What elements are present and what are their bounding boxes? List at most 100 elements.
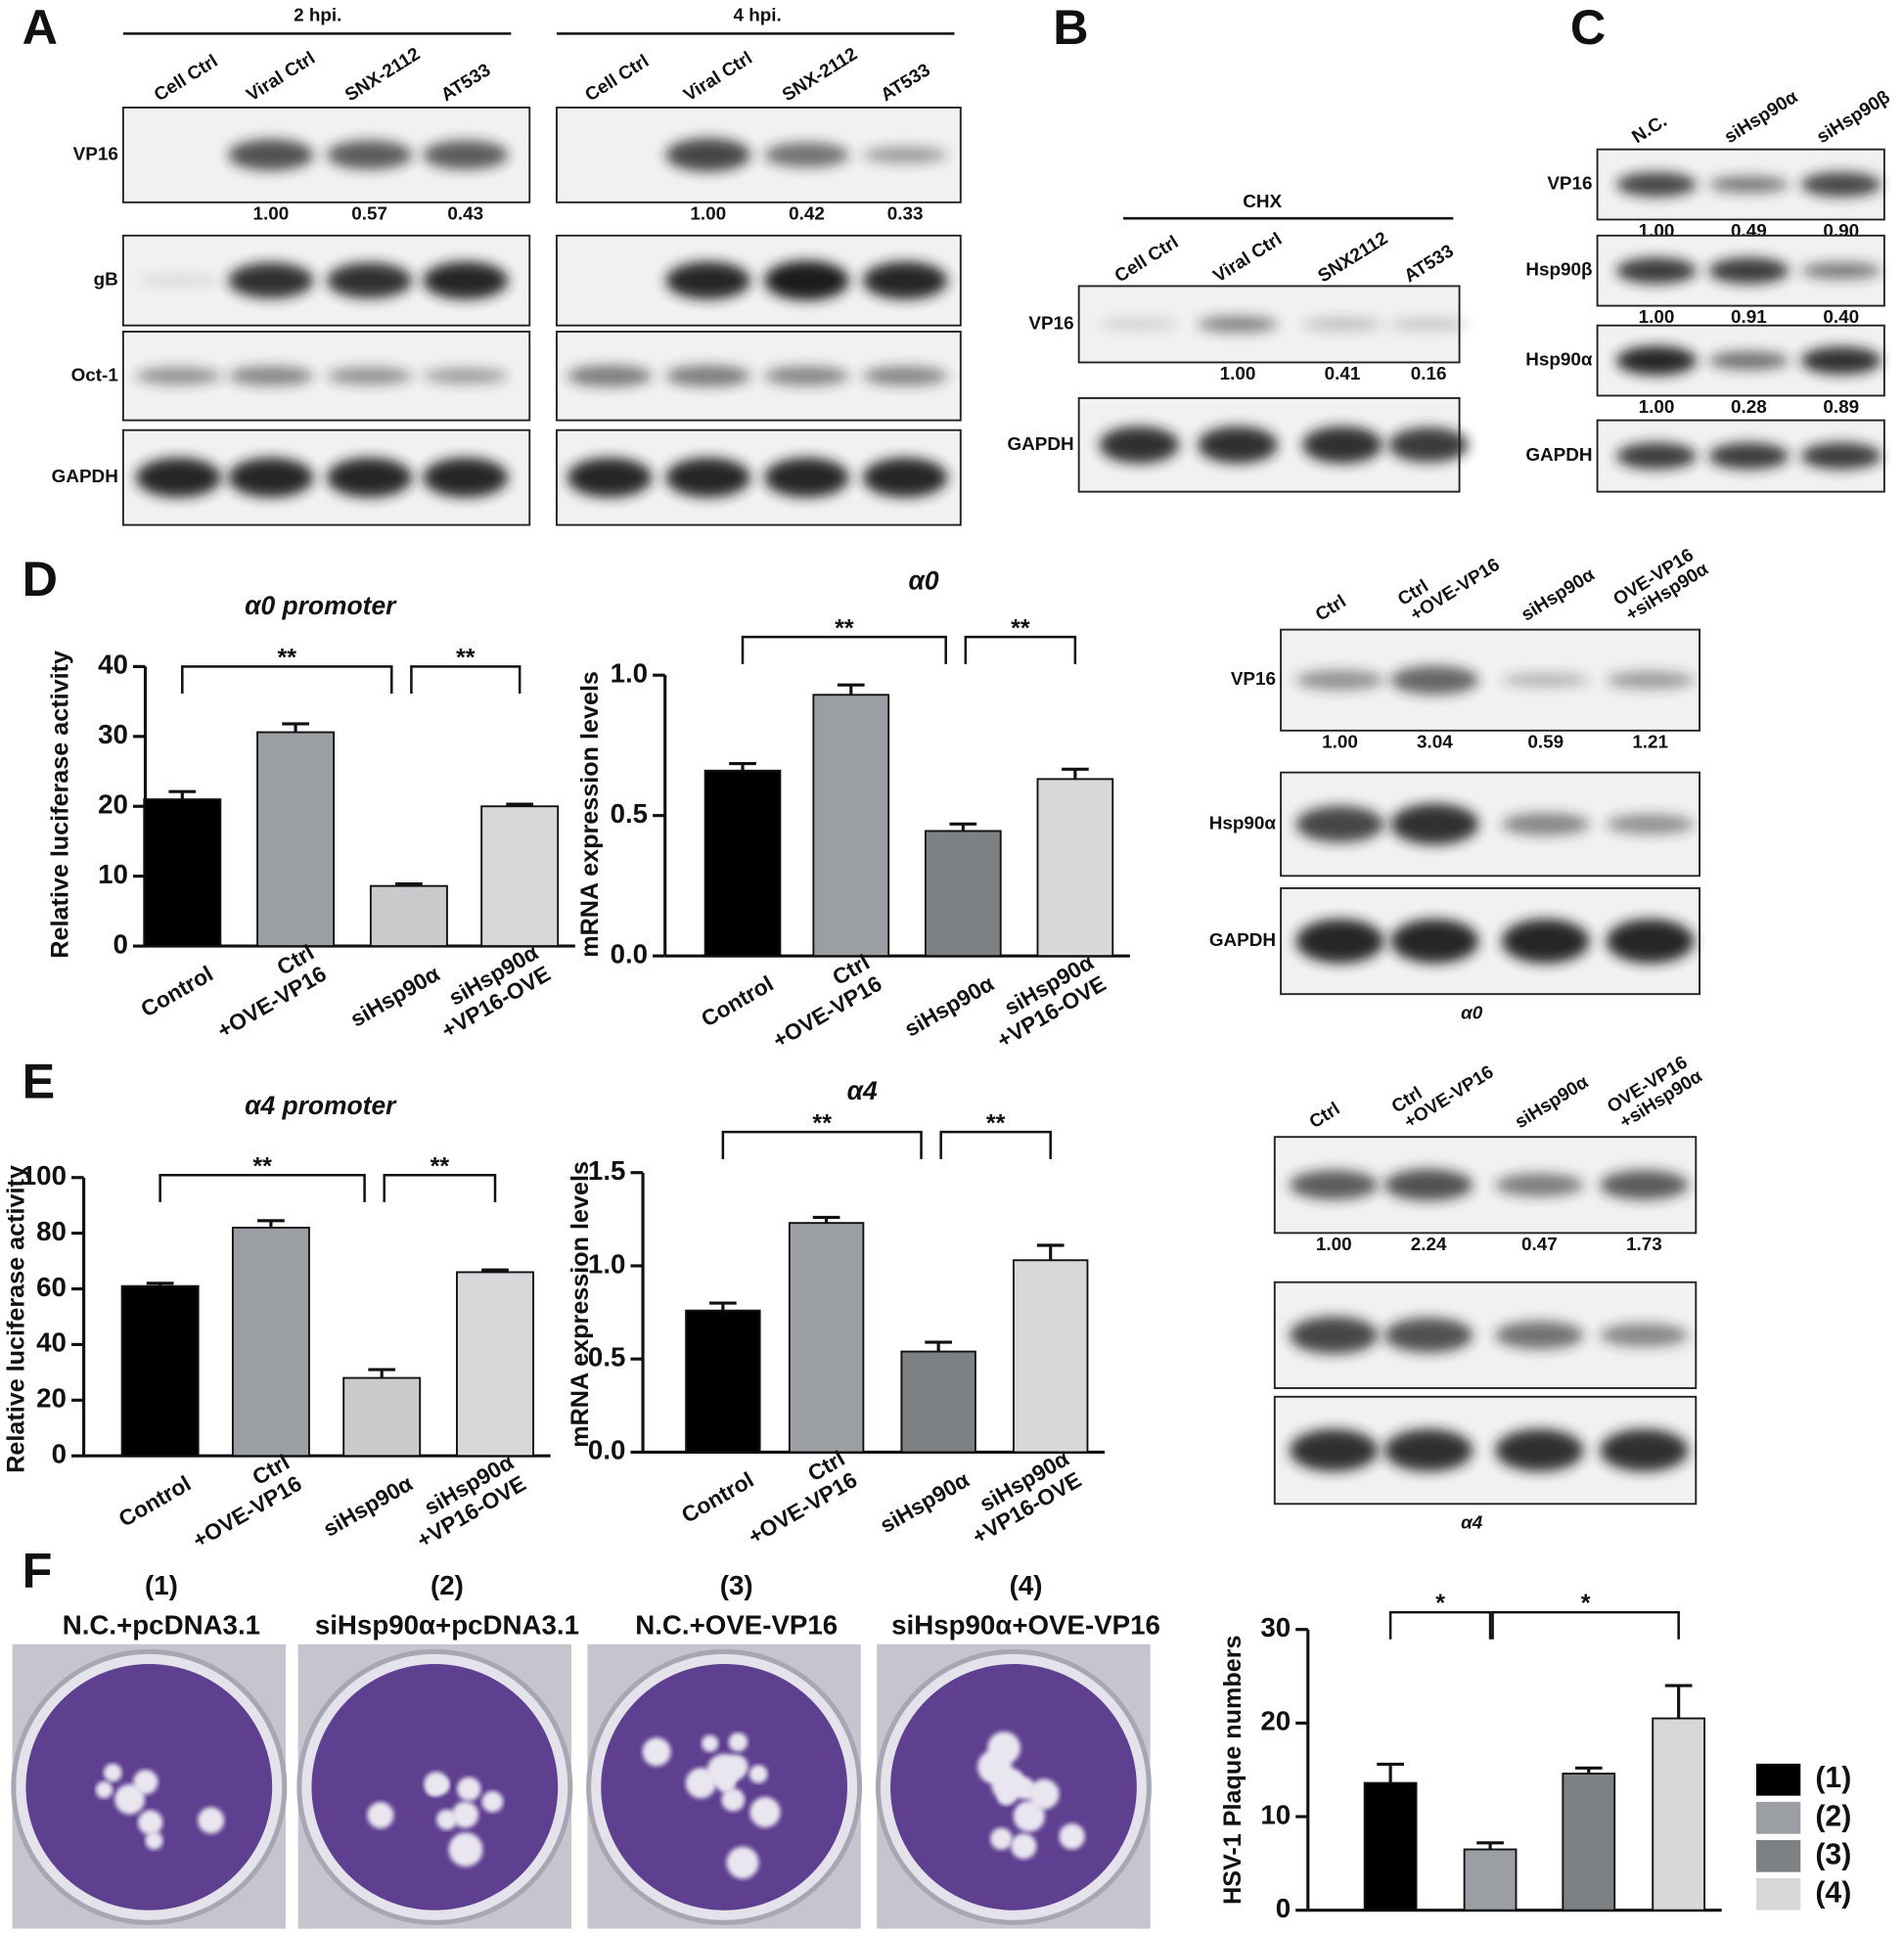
y-axis-label: Relative luciferase activity xyxy=(47,651,74,959)
error-bar xyxy=(1377,1762,1404,1783)
row-label: GAPDH xyxy=(1209,930,1276,951)
lane-label-line: siHsp90α xyxy=(1721,87,1802,149)
lane-label-line: Ctrl xyxy=(1312,591,1350,625)
lane-label-line: Ctrl xyxy=(1306,1099,1344,1133)
y-tick-label: 80 xyxy=(36,1216,67,1246)
lane-label: OVE-VP16+siHsp90α xyxy=(1604,1053,1706,1133)
bar xyxy=(1463,1848,1518,1912)
bar xyxy=(369,884,448,948)
lane-label-line: AT533 xyxy=(878,60,934,106)
bar xyxy=(1363,1781,1418,1912)
legend-label: (1) xyxy=(1815,1762,1851,1794)
lane-label: SNX-2112 xyxy=(779,44,861,106)
blot-band xyxy=(1390,665,1479,695)
lane-label: Viral Ctrl xyxy=(680,48,756,106)
blot-band xyxy=(1615,257,1698,285)
row-label: Hsp90β xyxy=(1525,260,1592,281)
blot-band xyxy=(1290,1428,1379,1472)
blot-band xyxy=(1388,427,1469,463)
lane-label: Ctrl+OVE-VP16 xyxy=(1388,1062,1498,1134)
lane-label: AT533 xyxy=(878,60,934,106)
lane-label-line: SNX-2112 xyxy=(779,44,861,106)
quantification: 1.00 xyxy=(1316,1235,1352,1255)
y-tick-label: 10 xyxy=(1260,1799,1291,1829)
lane-label-line: siHsp90α xyxy=(1512,1072,1593,1134)
blot-header: CHX xyxy=(1243,192,1282,212)
lane-label-line: Cell Ctrl xyxy=(582,51,654,106)
x-tick-label: Control xyxy=(677,1466,758,1528)
y-tick-label: 10 xyxy=(98,859,128,889)
bar xyxy=(788,1222,865,1454)
lane-label: Cell Ctrl xyxy=(582,51,654,106)
row-label: GAPDH xyxy=(52,467,118,487)
error-bar xyxy=(168,789,197,800)
chart-title: α0 promoter xyxy=(245,591,397,620)
significance-bracket xyxy=(964,635,1077,664)
blot-band xyxy=(1800,442,1881,470)
lane-label: N.C. xyxy=(1629,111,1671,148)
y-tick-label: 0 xyxy=(1276,1893,1291,1923)
plate-label: siHsp90α+pcDNA3.1 xyxy=(315,1609,579,1640)
plaque xyxy=(103,1763,122,1782)
plate-number: (1) xyxy=(145,1570,178,1600)
lane-label-line: Cell Ctrl xyxy=(151,51,222,106)
significance-label: ** xyxy=(1011,614,1030,642)
significance-label: ** xyxy=(456,644,476,671)
lane-label-line: Viral Ctrl xyxy=(680,48,756,106)
plaque xyxy=(367,1802,394,1829)
plaque xyxy=(990,1827,1013,1850)
legend-label: (2) xyxy=(1815,1800,1851,1832)
error-bar xyxy=(1036,1243,1065,1261)
x-tick-label: siHsp90α+VP16-OVE xyxy=(992,949,1110,1053)
bar xyxy=(1652,1717,1706,1912)
blot-band xyxy=(764,260,849,300)
lane-label: Viral Ctrl xyxy=(1210,229,1287,287)
plaque xyxy=(426,1779,442,1796)
plaque xyxy=(749,1796,781,1828)
blot-band xyxy=(1606,671,1695,690)
significance-label: ** xyxy=(812,1109,832,1137)
bar xyxy=(924,830,1002,958)
lane-label: Viral Ctrl xyxy=(243,48,319,106)
bar xyxy=(231,1227,310,1458)
bar xyxy=(812,694,890,958)
panel-label: C xyxy=(1570,0,1606,55)
x-tick-label: Control xyxy=(114,1470,196,1532)
blot-band xyxy=(665,261,751,299)
bar xyxy=(1012,1259,1089,1454)
blot-band xyxy=(1615,442,1698,470)
error-bar xyxy=(837,683,865,696)
x-tick-label: Ctrl+OVE-VP16 xyxy=(768,949,885,1053)
x-tick-label: Ctrl+OVE-VP16 xyxy=(188,1449,305,1552)
blot-band xyxy=(1302,318,1383,331)
x-tick-label-line: siHsp90α xyxy=(900,970,998,1042)
quantification: 0.40 xyxy=(1823,307,1859,328)
quantification: 0.57 xyxy=(351,203,387,224)
plaque xyxy=(457,1777,481,1801)
error-bar xyxy=(257,1219,285,1228)
blot-band xyxy=(135,274,222,288)
x-tick-label: siHsp90α xyxy=(319,1470,417,1542)
quantification: 1.21 xyxy=(1632,732,1668,752)
y-axis-label: mRNA expression levels xyxy=(567,1161,594,1448)
blot-band xyxy=(1501,673,1590,688)
error-bar xyxy=(1574,1766,1603,1775)
blot-band xyxy=(1800,171,1881,198)
blot-band xyxy=(1501,919,1590,964)
blot-band xyxy=(665,138,751,172)
blot-band xyxy=(1295,805,1384,843)
plate-number: (3) xyxy=(720,1570,753,1600)
quantification: 1.73 xyxy=(1626,1235,1662,1255)
quantification: 0.89 xyxy=(1823,397,1859,418)
plate-label: N.C.+pcDNA3.1 xyxy=(63,1609,260,1640)
significance-bracket xyxy=(383,1173,497,1202)
quantification: 0.91 xyxy=(1731,307,1767,328)
y-tick-label: 0.0 xyxy=(588,1435,626,1465)
x-tick-label-line: siHsp90α xyxy=(345,961,443,1032)
blot-band xyxy=(1388,318,1469,331)
plaque xyxy=(991,1767,1026,1802)
row-label: Hsp90α xyxy=(1209,813,1277,833)
x-tick-label-line: Control xyxy=(114,1470,196,1532)
row-label: VP16 xyxy=(73,144,118,164)
